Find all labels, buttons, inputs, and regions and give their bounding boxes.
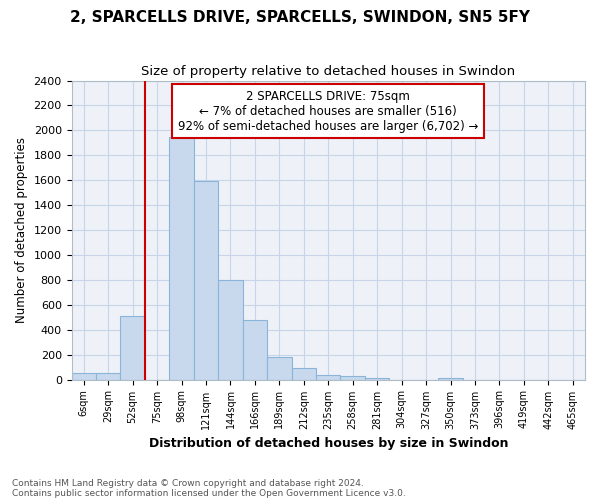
Bar bbox=[438, 378, 463, 380]
Bar bbox=[169, 136, 194, 380]
Title: Size of property relative to detached houses in Swindon: Size of property relative to detached ho… bbox=[141, 65, 515, 78]
Bar bbox=[340, 376, 365, 380]
Bar bbox=[292, 368, 316, 380]
Bar bbox=[194, 182, 218, 380]
Bar bbox=[242, 320, 267, 380]
Text: Contains HM Land Registry data © Crown copyright and database right 2024.: Contains HM Land Registry data © Crown c… bbox=[12, 478, 364, 488]
Bar bbox=[121, 316, 145, 380]
Text: 2, SPARCELLS DRIVE, SPARCELLS, SWINDON, SN5 5FY: 2, SPARCELLS DRIVE, SPARCELLS, SWINDON, … bbox=[70, 10, 530, 25]
Bar bbox=[316, 375, 340, 380]
Bar bbox=[96, 374, 121, 380]
Bar bbox=[267, 357, 292, 380]
Bar bbox=[218, 280, 242, 380]
Text: 2 SPARCELLS DRIVE: 75sqm
← 7% of detached houses are smaller (516)
92% of semi-d: 2 SPARCELLS DRIVE: 75sqm ← 7% of detache… bbox=[178, 90, 478, 132]
Bar bbox=[71, 372, 96, 380]
Text: Contains public sector information licensed under the Open Government Licence v3: Contains public sector information licen… bbox=[12, 488, 406, 498]
X-axis label: Distribution of detached houses by size in Swindon: Distribution of detached houses by size … bbox=[149, 437, 508, 450]
Bar bbox=[365, 378, 389, 380]
Y-axis label: Number of detached properties: Number of detached properties bbox=[15, 137, 28, 323]
